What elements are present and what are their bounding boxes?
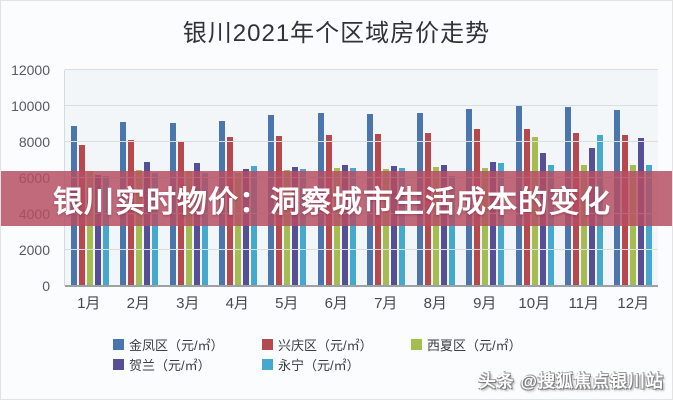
bar xyxy=(349,168,356,286)
bar xyxy=(399,168,406,286)
bar xyxy=(86,170,93,286)
legend-label: 西夏区（元/㎡） xyxy=(427,337,522,353)
x-tick-label: 1月 xyxy=(77,295,101,312)
gridline xyxy=(65,141,658,143)
bar xyxy=(234,172,241,286)
bar xyxy=(136,169,143,286)
bar xyxy=(250,166,257,286)
gridline xyxy=(65,105,658,106)
y-tick-label: 10000 xyxy=(11,98,50,114)
legend-item: 西夏区（元/㎡） xyxy=(411,335,560,354)
gridline xyxy=(65,69,658,70)
bar xyxy=(292,167,299,286)
bar xyxy=(242,169,249,286)
chart-legend: 金凤区（元/㎡） 兴庆区（元/㎡） 西夏区（元/㎡） 贺兰（元/㎡） 永宁（元/㎡） xyxy=(113,334,560,374)
legend-swatch-icon xyxy=(262,338,273,350)
legend-swatch-icon xyxy=(411,338,422,350)
legend-row: 金凤区（元/㎡） 兴庆区（元/㎡） 西夏区（元/㎡） xyxy=(113,334,560,354)
x-axis-labels: 1月 2月 3月 4月 5月 6月 7月 8月 9月 10月 11月 12月 xyxy=(64,292,658,313)
legend-item: 金凤区（元/㎡） xyxy=(113,335,262,354)
watermark-text: 头条 @搜狐焦点银川站 xyxy=(478,372,664,391)
x-tick-label: 11月 xyxy=(568,295,600,312)
legend-swatch-icon xyxy=(113,358,124,370)
bar xyxy=(94,175,101,286)
legend-label: 金凤区（元/㎡） xyxy=(129,337,224,353)
x-tick-label: 3月 xyxy=(176,295,200,312)
legend-item: 永宁（元/㎡） xyxy=(262,355,411,374)
bar xyxy=(284,169,291,286)
headline-banner: 银川实时物价：洞察城市生活成本的变化 xyxy=(1,171,672,226)
x-tick-label: 6月 xyxy=(324,295,348,312)
bar xyxy=(152,172,159,286)
x-tick-label: 10月 xyxy=(518,295,551,312)
x-tick-label: 7月 xyxy=(374,295,398,312)
bar xyxy=(383,169,390,286)
legend-item: 贺兰（元/㎡） xyxy=(113,355,262,374)
bar xyxy=(102,176,109,286)
legend-label: 兴庆区（元/㎡） xyxy=(278,337,373,353)
legend-swatch-icon xyxy=(262,358,273,370)
x-axis-line xyxy=(65,285,658,287)
bar xyxy=(300,169,307,286)
x-tick-label: 12月 xyxy=(617,295,650,312)
bar xyxy=(391,166,398,286)
y-tick-label: 2000 xyxy=(18,242,50,259)
gridline xyxy=(65,249,658,251)
y-tick-label: 0 xyxy=(42,278,50,294)
legend-swatch-icon xyxy=(113,338,124,350)
legend-row: 贺兰（元/㎡） 永宁（元/㎡） xyxy=(113,354,560,374)
bar xyxy=(448,176,455,286)
legend-item: 兴庆区（元/㎡） xyxy=(262,335,411,354)
bar xyxy=(333,168,340,286)
x-tick-label: 2月 xyxy=(126,295,150,312)
bar xyxy=(185,170,192,286)
x-tick-label: 5月 xyxy=(275,295,299,312)
bar xyxy=(432,167,439,286)
y-tick-label: 8000 xyxy=(18,134,50,151)
chart-title: 银川2021年个区域房价走势 xyxy=(182,20,491,47)
x-tick-label: 4月 xyxy=(225,295,249,312)
bar xyxy=(482,168,489,286)
legend-label: 永宁（元/㎡） xyxy=(278,357,360,373)
legend-label: 贺兰（元/㎡） xyxy=(129,357,211,373)
x-tick-label: 9月 xyxy=(473,295,497,312)
bar xyxy=(201,172,208,286)
x-tick-label: 8月 xyxy=(423,295,447,312)
y-tick-label: 12000 xyxy=(11,62,50,78)
headline-text: 银川实时物价：洞察城市生活成本的变化 xyxy=(53,185,611,219)
